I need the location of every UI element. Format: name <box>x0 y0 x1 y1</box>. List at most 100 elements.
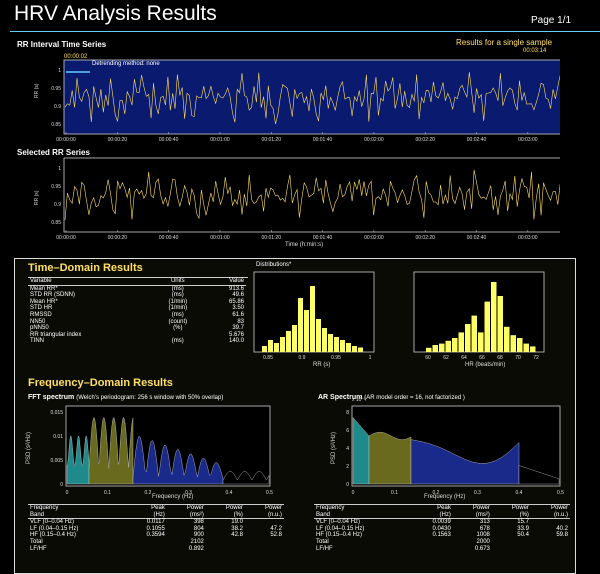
x-tick-label: 00:01:20 <box>262 235 282 241</box>
ar-x-tick: 0.4 <box>516 490 523 496</box>
rr-hist-bar <box>316 319 321 352</box>
x-tick-label: 00:03:00 <box>518 235 538 241</box>
spectrum-plots: 0 00.1 0.10.2 0.20.3 0.30.4 0.40.5 0.50.0150.0… <box>50 405 564 496</box>
hr-hist-tick: 62 <box>443 355 449 361</box>
td-table-top-line <box>28 277 248 278</box>
fft-tail <box>222 471 270 485</box>
td-units-cell: (ms) <box>171 292 184 299</box>
x-tick-label: 00:02:00 <box>364 235 384 241</box>
y-tick-label: 0.85 <box>51 122 61 128</box>
freq-table-cell: 52.8 <box>270 532 282 539</box>
freq-table-cell: 59.8 <box>556 532 568 539</box>
td-table-row: TINN (ms) 140.0 <box>28 338 246 345</box>
freq-table-cell <box>531 546 570 553</box>
fft-table-wrap: Frequency Band Peak (Hz) Power (ms²) Power … <box>28 504 284 552</box>
ar-y-tick: 6 <box>346 428 349 434</box>
x-tick-label: 00:02:40 <box>467 137 487 143</box>
rr-hist-tick: 1 <box>369 355 372 361</box>
freq-table-cell <box>206 546 245 553</box>
freq-table-cell <box>125 546 167 553</box>
rr-ylabel: RR (s) <box>34 83 40 98</box>
hr-hist-xlabel: HR (beats/min) <box>465 362 506 368</box>
x-tick-label: 00:01:40 <box>313 235 333 241</box>
rr-hist-bar <box>280 337 285 352</box>
hr-hist-bar <box>491 282 497 352</box>
freq-table-cell: 2102 <box>190 538 204 545</box>
td-value-cell: 65.86 <box>228 298 244 305</box>
ar-title: AR Spectrum <box>318 394 363 401</box>
x-tick-label: 00:03:00 <box>518 137 538 143</box>
ar-x-tick: 0.3 <box>474 490 481 496</box>
y-tick-label: 0.85 <box>51 220 61 226</box>
rr-hist-bar <box>352 346 357 352</box>
hr-hist-bar <box>497 296 503 352</box>
selected-xlabel: Time (h:min:s) <box>285 242 324 248</box>
y-tick-label: 0.9 <box>54 202 61 208</box>
fft-x-tick: 0.3 <box>185 490 192 496</box>
rr-trace-line <box>64 72 560 124</box>
freq-table-cell: 0.892 <box>188 545 204 552</box>
td-value-cell: 913.6 <box>228 285 244 292</box>
td-units-cell: (1/min) <box>168 298 188 305</box>
freq-table-header: Frequency Band <box>28 505 126 520</box>
freq-table-cell: LF (0.04–0.15 Hz) <box>316 525 365 532</box>
freq-table-row: LF (0.04–0.15 Hz) 0.0430 678 33.9 40.2 <box>314 526 570 533</box>
td-variable-cell: RR triangular index <box>30 331 82 338</box>
freq-table-cell: 19.0 <box>231 519 243 526</box>
freq-table-cell: 1008 <box>476 532 490 539</box>
distributions-plots: 0.85 0.9 0.95 1 60 62 64 66 68 70 72 <box>253 271 545 361</box>
freq-table-cell: 0.0430 <box>432 525 451 532</box>
x-tick-label: 00:02:00 <box>364 137 384 143</box>
fft-table-top-line <box>28 504 284 505</box>
selection-start-time[interactable]: 00:00:02 <box>64 54 88 60</box>
rr-hist-tick: 0.85 <box>263 355 273 361</box>
freq-table-cell <box>245 546 284 553</box>
td-units-cell <box>152 332 203 339</box>
y-tick-label: 0.95 <box>51 86 61 92</box>
ar-x-tick: 0.2 <box>433 490 440 496</box>
freq-table-cell: 47.2 <box>270 525 282 532</box>
td-table-row: RMSSD (ms) 61.6 <box>28 312 246 319</box>
hr-hist-bar <box>471 315 477 352</box>
rr-plot-area[interactable] <box>63 59 560 135</box>
hr-hist-bar <box>465 324 471 352</box>
freq-table-cell: 678 <box>479 525 490 532</box>
rr-series-plot[interactable]: 1 0.95 0.9 0.85 00:00:00 00:00:20 00:00:40 00:0… <box>20 56 560 151</box>
fft-title: FFT spectrum <box>28 394 75 401</box>
td-table-row: Mean RR* (ms) 913.6 <box>28 285 246 292</box>
freq-table-cell: LF (0.04–0.15 Hz) <box>30 525 79 532</box>
freq-table-cell: VLF (0–0.04 Hz) <box>316 519 361 526</box>
rr-hist-bar <box>268 340 273 352</box>
td-units-cell: (%) <box>173 325 183 332</box>
hr-hist-bar <box>452 338 458 352</box>
freq-table-cell: 0.0117 <box>146 519 165 526</box>
y-tick-label: 0.9 <box>54 104 61 110</box>
td-table-row: STD RR (SDNN) (ms) 49.6 <box>28 292 246 299</box>
x-tick-label: 00:01:00 <box>210 235 230 241</box>
fft-header: FFT spectrum (Welch's periodogram: 256 s… <box>28 394 223 401</box>
hr-hist-tick: 68 <box>497 355 503 361</box>
x-tick-label: 00:00:00 <box>56 235 76 241</box>
freq-table-cell: 0.1563 <box>432 532 451 539</box>
ar-lf-band <box>368 432 412 485</box>
freq-table-header: Peak (Hz) <box>411 505 453 520</box>
page-indicator: Page 1/1 <box>531 15 572 26</box>
td-value-cell: 5.676 <box>228 331 244 338</box>
x-tick-label: 00:01:40 <box>313 137 333 143</box>
rr-hist-bar <box>322 328 327 352</box>
frequency-domain-title: Frequency–Domain Results <box>28 377 173 389</box>
hr-hist-bar <box>504 326 510 352</box>
td-units-cell: (ms) <box>171 338 184 345</box>
hr-hist-bar <box>510 335 516 352</box>
selected-series-plot[interactable]: 1 0.95 0.9 0.85 00:00:00 00:00:20 00:00:40 00:0… <box>20 154 560 252</box>
hr-hist-bar <box>439 343 445 352</box>
hr-hist-bar <box>484 301 490 352</box>
rr-hist-xlabel: RR (s) <box>313 362 331 368</box>
ar-x-tick: 0.1 <box>391 490 398 496</box>
hr-hist-tick: 64 <box>461 355 467 361</box>
fft-vlf-band <box>66 435 90 485</box>
freq-table-cell: 900 <box>193 532 204 539</box>
freq-table-header: Power (n.u.) <box>244 505 284 520</box>
selection-end-time[interactable]: 00:03:14 <box>523 48 547 54</box>
x-tick-label: 00:01:20 <box>262 137 282 143</box>
